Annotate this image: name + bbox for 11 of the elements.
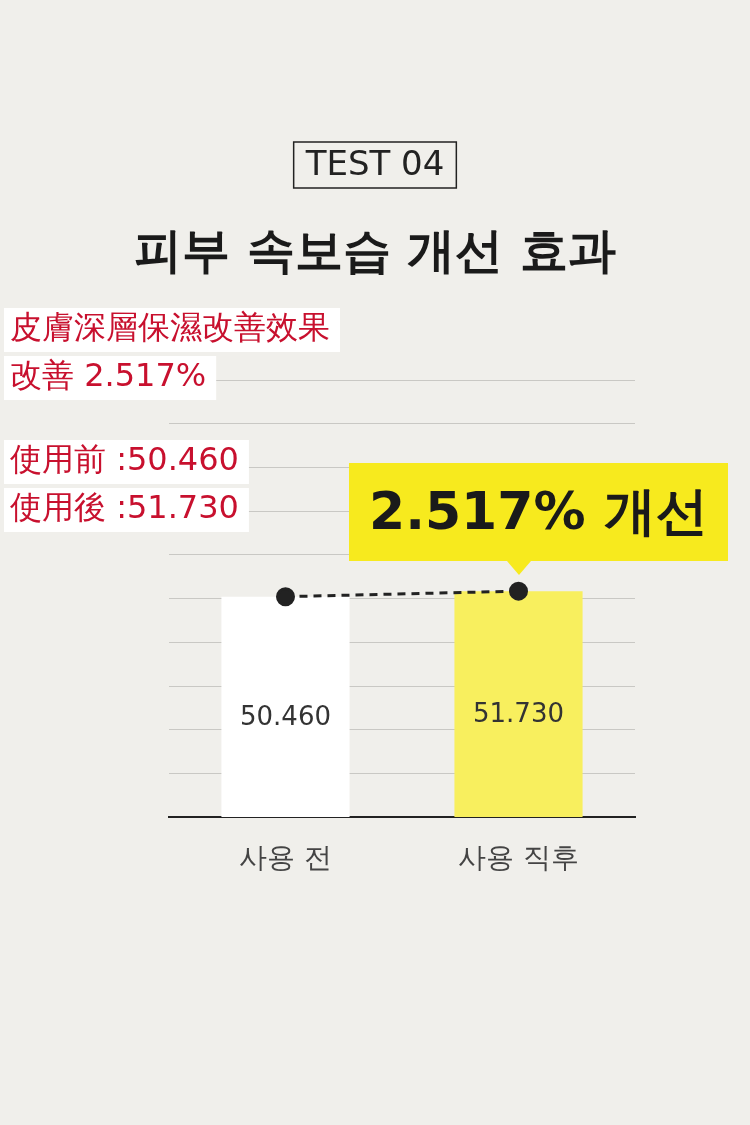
text: 改善 2.517% (10, 356, 207, 395)
text: 使用前 :50.460 (10, 440, 239, 479)
chart-title: 피부 속보습 개선 효과 (133, 222, 617, 279)
x-tick-label: 사용 전 (239, 841, 332, 875)
x-tick-label: 사용 직후 (458, 841, 579, 875)
annotation: 2.517% 개선 (349, 463, 728, 562)
data-label: 50.460 (240, 700, 331, 731)
text: 使用後 :51.730 (10, 488, 239, 527)
data-label: 51.730 (473, 698, 564, 729)
chart-subtitle: TEST 04 (304, 142, 445, 183)
text: 皮膚深層保濕改善效果 (10, 308, 330, 347)
